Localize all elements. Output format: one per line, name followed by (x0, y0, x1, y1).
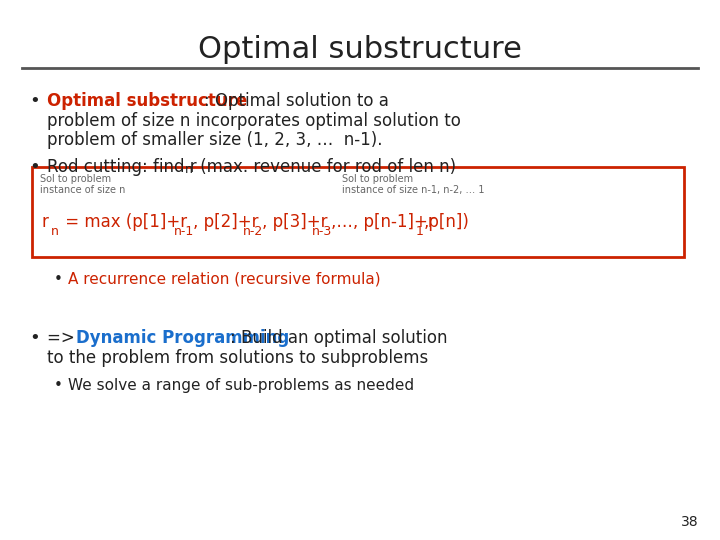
Text: n-1: n-1 (174, 225, 194, 238)
Text: = max (p[1]+r: = max (p[1]+r (60, 213, 187, 231)
Text: •: • (54, 378, 63, 393)
Text: , p[3]+r: , p[3]+r (262, 213, 328, 231)
Text: Sol to problem: Sol to problem (40, 174, 111, 184)
Text: Sol to problem: Sol to problem (342, 174, 413, 184)
Text: Dynamic Programming: Dynamic Programming (76, 329, 289, 347)
Text: n-2: n-2 (243, 225, 263, 238)
Text: : Optimal solution to a: : Optimal solution to a (204, 92, 389, 110)
Text: problem of smaller size (1, 2, 3, …  n-1).: problem of smaller size (1, 2, 3, … n-1)… (47, 131, 382, 149)
Text: 38: 38 (681, 515, 698, 529)
Text: , p[2]+r: , p[2]+r (193, 213, 258, 231)
Text: 1: 1 (415, 225, 423, 238)
Text: n: n (185, 163, 193, 176)
Text: •: • (54, 272, 63, 287)
Text: •: • (29, 158, 40, 176)
Text: •: • (29, 329, 40, 347)
Text: (max. revenue for rod of len n): (max. revenue for rod of len n) (195, 158, 456, 176)
Text: n-3: n-3 (312, 225, 332, 238)
Text: problem of size n incorporates optimal solution to: problem of size n incorporates optimal s… (47, 112, 461, 130)
Text: Optimal substructure: Optimal substructure (198, 35, 522, 64)
Text: : Build an optimal solution: : Build an optimal solution (230, 329, 447, 347)
Text: ,p[n]): ,p[n]) (424, 213, 470, 231)
Text: n: n (50, 225, 58, 238)
Text: =>: => (47, 329, 80, 347)
Text: r: r (41, 213, 48, 231)
Text: to the problem from solutions to subproblems: to the problem from solutions to subprob… (47, 349, 428, 367)
Text: A recurrence relation (recursive formula): A recurrence relation (recursive formula… (68, 272, 381, 287)
Text: Rod cutting: find r: Rod cutting: find r (47, 158, 197, 176)
Text: ,…, p[n-1]+r: ,…, p[n-1]+r (331, 213, 435, 231)
Text: We solve a range of sub-problems as needed: We solve a range of sub-problems as need… (68, 378, 415, 393)
Text: instance of size n: instance of size n (40, 185, 125, 195)
Text: •: • (29, 92, 40, 110)
Text: Optimal substructure: Optimal substructure (47, 92, 247, 110)
Text: instance of size n-1, n-2, … 1: instance of size n-1, n-2, … 1 (342, 185, 485, 195)
